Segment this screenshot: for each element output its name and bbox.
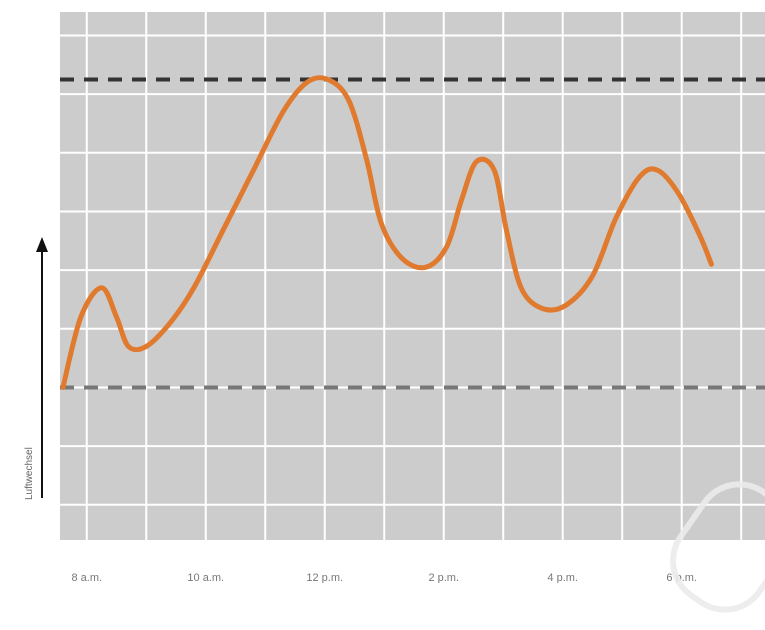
line-chart: 8 a.m. 10 a.m. 12 p.m. 2 p.m. 4 p.m. 6 p.m. L…	[24, 12, 765, 583]
x-tick-label: 4 p.m.	[547, 572, 578, 583]
reference-lines	[60, 77, 765, 390]
series-line	[60, 75, 714, 390]
y-axis-arrow	[36, 237, 48, 498]
x-tick-label: 8 a.m.	[71, 572, 102, 583]
x-tick-label: 12 p.m.	[306, 572, 343, 583]
x-tick-labels: 8 a.m. 10 a.m. 12 p.m. 2 p.m. 4 p.m. 6 p.m.	[71, 572, 697, 583]
plot-background	[60, 12, 765, 540]
grid	[60, 12, 765, 540]
y-axis-label: Luftwechsel	[24, 447, 35, 500]
x-tick-label: 10 a.m.	[187, 572, 224, 583]
x-tick-label: 6 p.m.	[666, 572, 697, 583]
x-tick-label: 2 p.m.	[428, 572, 459, 583]
